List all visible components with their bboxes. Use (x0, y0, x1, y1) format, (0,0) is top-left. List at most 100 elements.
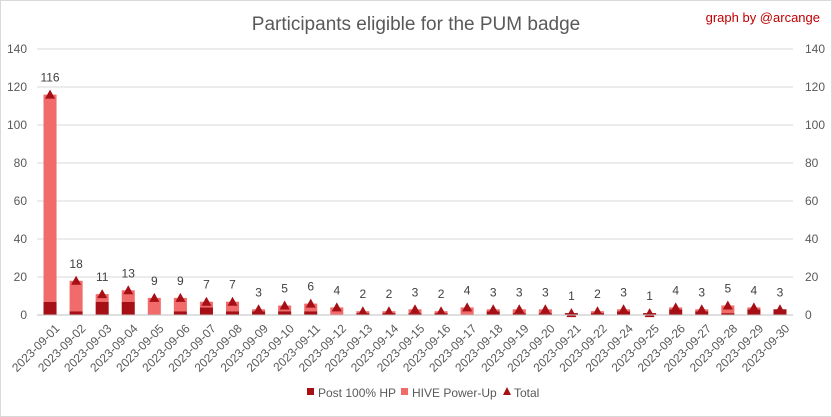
y-tick-right: 40 (805, 232, 819, 246)
gridlines (37, 48, 793, 278)
y-tick-left: 80 (14, 156, 28, 170)
total-data-label: 5 (724, 282, 731, 296)
total-marker (201, 296, 212, 306)
total-data-label: 3 (490, 285, 497, 299)
total-data-label: 18 (69, 257, 83, 271)
chart-title: Participants eligible for the PUM badge (252, 14, 580, 35)
y-tick-left: 40 (14, 232, 28, 246)
y-tick-right: 80 (805, 156, 819, 170)
data-labels: 116 18 11 13 9 9 7 7 3 5 6 4 2 2 3 2 4 3 3 3 1 2 3 1 4 3 5 4 3 (40, 71, 783, 304)
total-marker (253, 304, 264, 314)
x-axis: 2023-09-012023-09-022023-09-032023-09-04… (9, 321, 792, 375)
total-marker (670, 302, 681, 312)
total-marker (383, 306, 394, 316)
y-tick-right: 60 (805, 194, 819, 208)
total-marker (644, 308, 655, 318)
y-tick-left: 120 (7, 80, 27, 94)
total-data-label: 7 (229, 278, 236, 292)
y-tick-left: 0 (20, 308, 27, 322)
total-marker (696, 304, 707, 314)
bar-post-100-hp (721, 313, 735, 315)
total-markers (45, 89, 785, 318)
bar-post-100-hp (226, 311, 240, 315)
total-data-label: 9 (177, 274, 184, 288)
total-marker (279, 300, 290, 310)
total-marker (97, 289, 108, 299)
total-marker (618, 304, 629, 314)
total-marker (462, 302, 473, 312)
total-marker (436, 306, 447, 316)
total-marker (774, 304, 785, 314)
total-data-label: 1 (568, 289, 575, 303)
total-marker (357, 306, 368, 316)
chart-credit: graph by @arcange (706, 10, 820, 25)
total-data-label: 9 (151, 274, 158, 288)
y-tick-left: 140 (7, 42, 27, 56)
total-data-label: 3 (777, 285, 784, 299)
total-data-label: 2 (438, 287, 445, 301)
total-data-label: 3 (620, 285, 627, 299)
y-tick-right: 140 (805, 42, 825, 56)
legend-label: Total (514, 386, 539, 400)
total-data-label: 13 (122, 266, 136, 280)
y-tick-left: 60 (14, 194, 28, 208)
bar-post-100-hp (304, 311, 318, 315)
total-data-label: 5 (281, 282, 288, 296)
total-data-label: 3 (412, 285, 419, 299)
total-data-label: 4 (464, 283, 471, 297)
y-tick-right: 120 (805, 80, 825, 94)
legend-label: HIVE Power-Up (412, 386, 497, 400)
legend-item-total: Total (503, 386, 539, 400)
bar-post-100-hp (199, 307, 213, 315)
bar-post-100-hp (747, 309, 761, 315)
y-axis-right: 0 20 40 60 80 100 120 140 (805, 42, 825, 322)
total-data-label: 7 (203, 278, 210, 292)
bar-post-100-hp (173, 311, 187, 315)
total-data-label: 4 (672, 283, 679, 297)
bar-hive-power-up (43, 94, 57, 302)
total-data-label: 116 (40, 71, 59, 85)
bar-hive-power-up (226, 301, 240, 312)
total-data-label: 3 (542, 285, 549, 299)
total-marker (488, 304, 499, 314)
total-data-label: 2 (386, 287, 393, 301)
total-data-label: 3 (255, 285, 262, 299)
legend-swatch (503, 387, 511, 395)
bar-hive-power-up (69, 280, 83, 312)
y-tick-right: 100 (805, 118, 825, 132)
total-marker (592, 306, 603, 316)
total-marker (514, 304, 525, 314)
bar-post-100-hp (669, 309, 683, 315)
total-data-label: 4 (751, 283, 758, 297)
total-marker (305, 298, 316, 308)
bar-series (43, 94, 787, 315)
total-data-label: 3 (516, 285, 523, 299)
legend-item-hive-power-up: HIVE Power-Up (401, 386, 497, 400)
total-data-label: 3 (698, 285, 705, 299)
legend-item-post-100-hp: Post 100% HP (307, 386, 396, 400)
legend: Post 100% HP HIVE Power-Up Total (307, 386, 539, 400)
y-tick-right: 20 (805, 270, 819, 284)
total-marker (722, 300, 733, 310)
bar-post-100-hp (538, 313, 552, 315)
total-data-label: 11 (96, 270, 109, 284)
total-data-label: 4 (333, 283, 340, 297)
total-marker (45, 89, 56, 99)
total-marker (227, 296, 238, 306)
total-marker (566, 308, 577, 318)
legend-label: Post 100% HP (318, 386, 396, 400)
y-axis-left: 0 20 40 60 80 100 120 140 (7, 42, 27, 322)
total-data-label: 6 (307, 280, 314, 294)
bar-post-100-hp (121, 301, 135, 315)
total-data-label: 1 (646, 289, 653, 303)
total-data-label: 2 (594, 287, 601, 301)
total-data-label: 2 (360, 287, 367, 301)
total-marker (149, 292, 160, 302)
bar-hive-power-up (147, 297, 161, 315)
bar-post-100-hp (69, 311, 83, 315)
legend-swatch (307, 388, 314, 395)
legend-swatch (401, 388, 408, 395)
total-marker (331, 302, 342, 312)
